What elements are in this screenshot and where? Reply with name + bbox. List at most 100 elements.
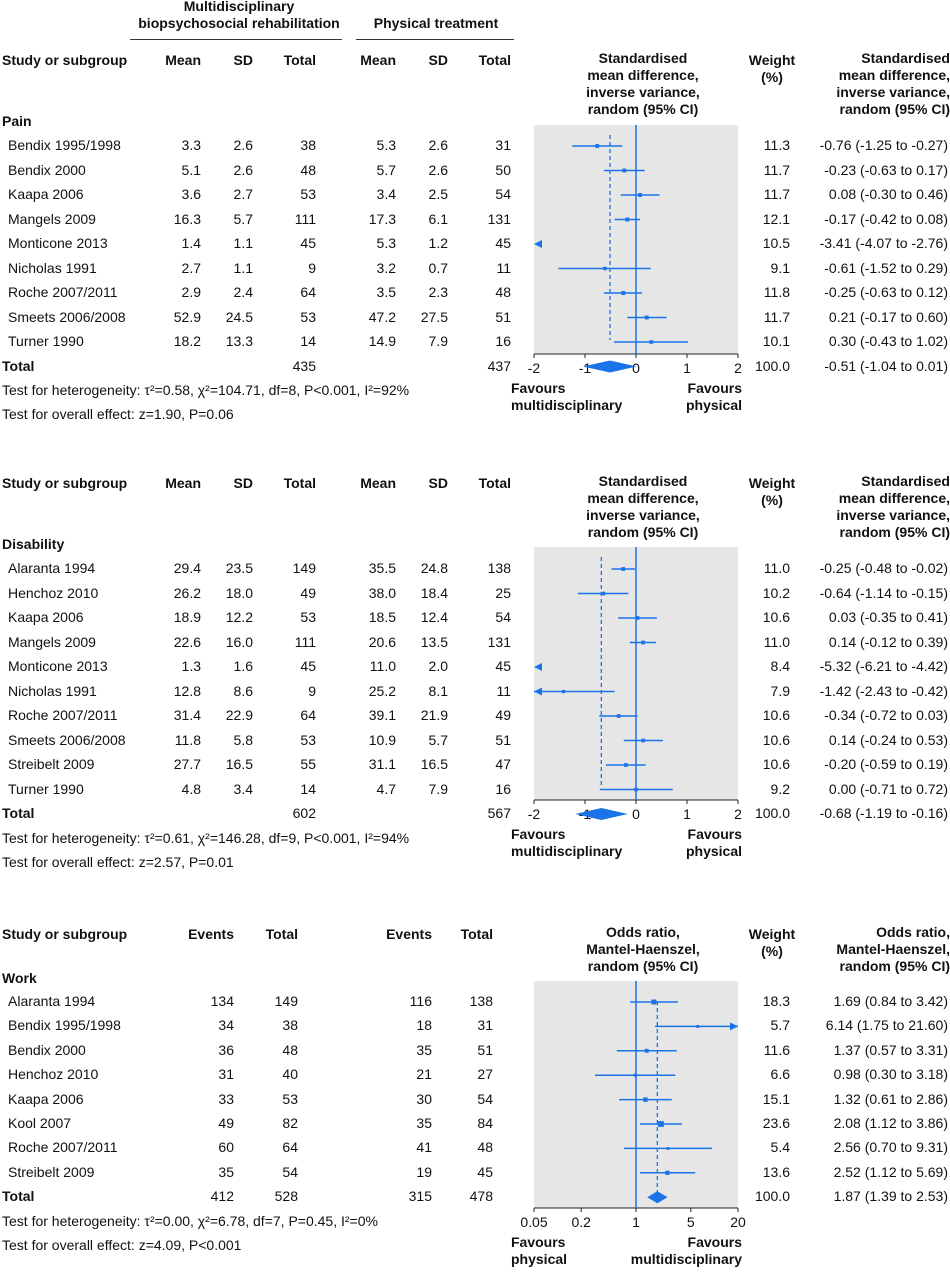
x-tick-label: 0.2 [571, 1214, 591, 1230]
data-cell: 84 [477, 1115, 493, 1131]
group1-header: Multidisciplinary biopsychosocial rehabi… [128, 0, 350, 32]
point-estimate [643, 1097, 648, 1102]
weight-header: Weight (%) [742, 926, 802, 960]
data-cell: 18.0 [225, 584, 253, 601]
weight-header-line: Weight [748, 926, 796, 942]
column-header: Mean [165, 52, 201, 68]
data-cell: 16.5 [225, 756, 253, 772]
data-cell: 11.8 [174, 731, 201, 748]
data-cell: 18.5 [368, 609, 396, 625]
data-cell: 45 [495, 235, 511, 251]
study-name: Streibelt 2009 [8, 1163, 95, 1180]
plot-header-line: random (95% CI) [587, 524, 699, 540]
weight-value: 12.1 [762, 210, 790, 227]
effect-header: Standardised mean difference, inverse vari… [805, 473, 950, 541]
effect-ci-value: 0.03 (-0.35 to 0.41) [828, 609, 948, 625]
weight-value: 10.6 [762, 731, 790, 748]
data-cell: 16.3 [173, 210, 201, 227]
data-cell: 38 [282, 1017, 298, 1034]
study-name: Smeets 2006/2008 [8, 731, 126, 748]
favours-right-line: physical [685, 843, 742, 859]
point-estimate [666, 1146, 670, 1150]
favours-left-line: multidisciplinary [511, 397, 623, 413]
study-name: Roche 2007/2011 [8, 1139, 118, 1156]
favours-right-line: multidisciplinary [630, 1251, 742, 1267]
data-cell: 1.2 [428, 235, 448, 251]
column-header: Total [478, 475, 511, 491]
effect-header-line: inverse variance, [836, 507, 950, 523]
effect-header-line: Odds ratio, [876, 924, 950, 940]
point-estimate [649, 340, 654, 344]
effect-header-line: inverse variance, [836, 84, 950, 100]
point-estimate [641, 640, 646, 645]
data-cell: 49 [300, 584, 316, 601]
data-cell: 8.1 [428, 682, 448, 699]
weight-value: 15.1 [762, 1090, 790, 1107]
data-cell: 149 [292, 560, 316, 576]
favours-left-line: Favours [511, 380, 566, 396]
data-cell: 48 [282, 1041, 298, 1058]
study-name: Kaapa 2006 [8, 186, 84, 202]
effect-header-line: Mantel-Haenszel, [836, 941, 950, 957]
ci-arrow-left [534, 663, 542, 671]
data-cell: 82 [282, 1115, 298, 1131]
favours-left-label: Favours multidisciplinary [511, 826, 622, 860]
group1-rule [130, 39, 342, 40]
data-cell: 24.8 [420, 560, 448, 576]
data-cell: 21.9 [420, 707, 448, 723]
total-cell: 412 [210, 1188, 234, 1205]
total-weight: 100.0 [754, 805, 790, 821]
study-name: Nicholas 1991 [8, 259, 97, 276]
data-cell: 138 [469, 993, 493, 1009]
point-estimate [658, 1121, 664, 1127]
data-cell: 64 [300, 707, 316, 723]
data-cell: 1.1 [233, 259, 253, 276]
point-estimate [622, 168, 627, 173]
effect-ci-value: 1.37 (0.57 to 3.31) [833, 1041, 948, 1058]
study-name: Mangels 2009 [8, 633, 96, 650]
plot-header-line: mean difference, [587, 67, 699, 83]
data-cell: 116 [409, 993, 432, 1009]
study-name: Alaranta 1994 [8, 993, 96, 1009]
study-name: Kool 2007 [8, 1115, 72, 1131]
data-cell: 10.9 [368, 731, 396, 748]
study-name: Turner 1990 [8, 333, 84, 349]
total-label: Total [2, 1188, 35, 1205]
data-cell: 7.9 [428, 333, 448, 349]
data-cell: 2.6 [428, 137, 448, 153]
data-cell: 13.3 [225, 333, 253, 349]
plot-header-line: inverse variance, [586, 507, 700, 523]
column-header: Events [188, 926, 234, 942]
ci-arrow-right [730, 1022, 738, 1031]
study-name: Kaapa 2006 [8, 1090, 84, 1107]
weight-value: 10.2 [762, 584, 790, 601]
favours-right-label: Favours multidisciplinary [600, 1234, 742, 1268]
column-header: Total [265, 926, 298, 942]
data-cell: 149 [274, 993, 298, 1009]
data-cell: 50 [495, 161, 511, 178]
point-estimate [561, 689, 566, 694]
data-cell: 51 [495, 731, 511, 748]
group2-rule [356, 39, 514, 40]
effect-ci-value: -0.20 (-0.59 to 0.19) [824, 756, 948, 772]
data-cell: 53 [300, 731, 316, 748]
data-cell: 60 [218, 1139, 234, 1156]
pooled-diamond [575, 808, 628, 820]
weight-value: 5.7 [770, 1017, 790, 1034]
data-cell: 26.2 [173, 584, 201, 601]
effect-ci-value: 0.30 (-0.43 to 1.02) [828, 333, 948, 349]
effect-header-line: random (95% CI) [839, 958, 950, 974]
x-tick-label: 0.05 [520, 1214, 547, 1230]
total-weight: 100.0 [754, 1188, 790, 1205]
x-tick-label: 5 [687, 1214, 695, 1230]
data-cell: 13.5 [420, 633, 448, 650]
point-estimate [651, 999, 657, 1005]
weight-value: 10.6 [762, 707, 790, 723]
data-cell: 35 [218, 1163, 234, 1180]
total-effect-ci: 1.87 (1.39 to 2.53) [833, 1188, 948, 1205]
favours-left-line: Favours [511, 826, 566, 842]
effect-ci-value: -0.25 (-0.63 to 0.12) [824, 284, 948, 300]
study-name: Monticone 2013 [8, 235, 108, 251]
weight-value: 7.9 [770, 682, 790, 699]
data-cell: 16.5 [420, 756, 448, 772]
